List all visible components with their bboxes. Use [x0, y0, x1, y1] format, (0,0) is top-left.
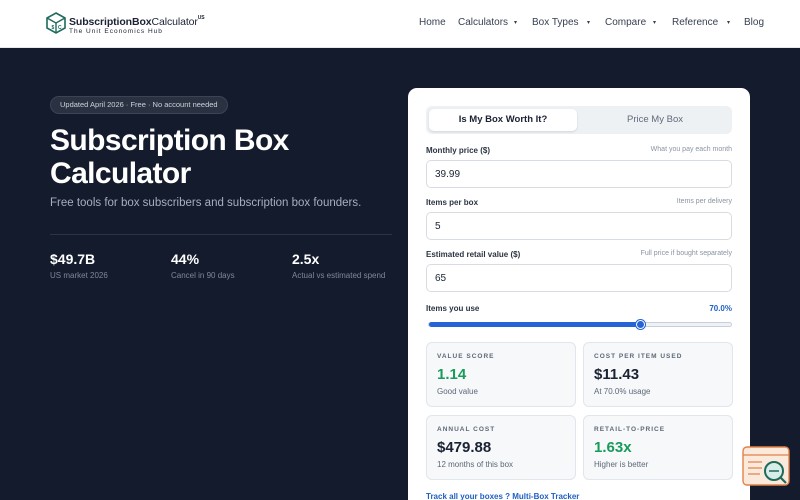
nav-reference[interactable]: Reference	[672, 17, 719, 28]
svg-text:$: $	[52, 25, 55, 31]
cost-per-item-card: COST PER ITEM USED $11.43 At 70.0% usage	[583, 342, 733, 407]
items-used-label: Items you use	[426, 304, 480, 313]
items-per-box-hint: Items per delivery	[676, 198, 732, 205]
updated-badge: Updated April 2026 · Free · No account n…	[50, 96, 228, 114]
items-per-box-input[interactable]	[426, 212, 732, 240]
items-used-slider-track[interactable]	[428, 322, 732, 327]
brand-tagline: The Unit Economics Hub	[69, 28, 163, 35]
items-used-percent: 70.0%	[709, 304, 732, 313]
tab-is-my-box-worth-it[interactable]: Is My Box Worth It?	[429, 109, 577, 131]
metric-sub: Good value	[437, 387, 478, 396]
metric-value: $11.43	[594, 366, 640, 383]
calculator-card: Is My Box Worth It? Price My Box Monthly…	[408, 88, 750, 500]
stat-spend-value: 2.5x	[292, 251, 320, 267]
brand-name[interactable]: SubscriptionBoxCalculatorUS	[69, 14, 205, 29]
items-used-slider-handle[interactable]	[636, 320, 645, 329]
metric-value: $479.88	[437, 439, 492, 456]
monthly-price-label: Monthly price ($)	[426, 146, 491, 155]
chevron-down-icon[interactable]: ▾	[727, 20, 731, 26]
brand-country: US	[197, 14, 205, 21]
nav-blog[interactable]: Blog	[744, 17, 765, 28]
metric-sub: At 70.0% usage	[594, 387, 651, 396]
metric-value: 1.63x	[594, 439, 632, 456]
box-logo-icon[interactable]: $ C	[45, 12, 67, 34]
metric-label: ANNUAL COST	[437, 426, 496, 433]
nav-compare[interactable]: Compare	[605, 17, 647, 28]
hero-divider	[50, 234, 392, 235]
brand-name-bold: SubscriptionBox	[69, 16, 152, 28]
retail-value-input[interactable]	[426, 264, 732, 292]
hero-subtitle: Free tools for box subscribers and subsc…	[50, 197, 362, 209]
stat-market-label: US market 2026	[50, 271, 108, 280]
calculator-search-icon[interactable]	[742, 446, 790, 486]
nav-calculators[interactable]: Calculators	[458, 17, 509, 28]
stat-market-value: $49.7B	[50, 251, 96, 267]
annual-cost-card: ANNUAL COST $479.88 12 months of this bo…	[426, 415, 576, 480]
items-per-box-label: Items per box	[426, 198, 479, 207]
svg-text:C: C	[58, 25, 62, 31]
site-header: $ C SubscriptionBoxCalculatorUS The Unit…	[0, 0, 800, 48]
retail-value-hint: Full price if bought separately	[640, 250, 732, 257]
retail-value-label: Estimated retail value ($)	[426, 250, 521, 259]
retail-to-price-card: RETAIL-TO-PRICE 1.63x Higher is better	[583, 415, 733, 480]
brand-name-light: Calculator	[151, 16, 198, 28]
metric-label: COST PER ITEM USED	[594, 353, 683, 360]
chevron-down-icon[interactable]: ▾	[514, 20, 518, 26]
metric-label: VALUE SCORE	[437, 353, 495, 360]
multi-box-tracker-link[interactable]: Track all your boxes ? Multi-Box Tracker	[426, 492, 580, 500]
items-used-slider-fill	[429, 322, 642, 327]
value-score-card: VALUE SCORE 1.14 Good value	[426, 342, 576, 407]
nav-home[interactable]: Home	[419, 17, 446, 28]
monthly-price-hint: What you pay each month	[650, 146, 732, 153]
metric-sub: Higher is better	[594, 460, 649, 469]
stat-spend-label: Actual vs estimated spend	[292, 271, 386, 280]
tab-price-my-box[interactable]: Price My Box	[627, 114, 683, 125]
metric-value: 1.14	[437, 366, 467, 383]
page-title: Subscription Box Calculator	[50, 124, 289, 190]
chevron-down-icon[interactable]: ▾	[587, 20, 591, 26]
stat-cancel-value: 44%	[171, 251, 200, 267]
metric-label: RETAIL-TO-PRICE	[594, 426, 666, 433]
nav-box-types[interactable]: Box Types	[532, 17, 579, 28]
stat-cancel-label: Cancel in 90 days	[171, 271, 235, 280]
metric-sub: 12 months of this box	[437, 460, 514, 469]
chevron-down-icon[interactable]: ▾	[653, 20, 657, 26]
monthly-price-input[interactable]	[426, 160, 732, 188]
calculator-tabs: Is My Box Worth It? Price My Box	[426, 106, 732, 134]
